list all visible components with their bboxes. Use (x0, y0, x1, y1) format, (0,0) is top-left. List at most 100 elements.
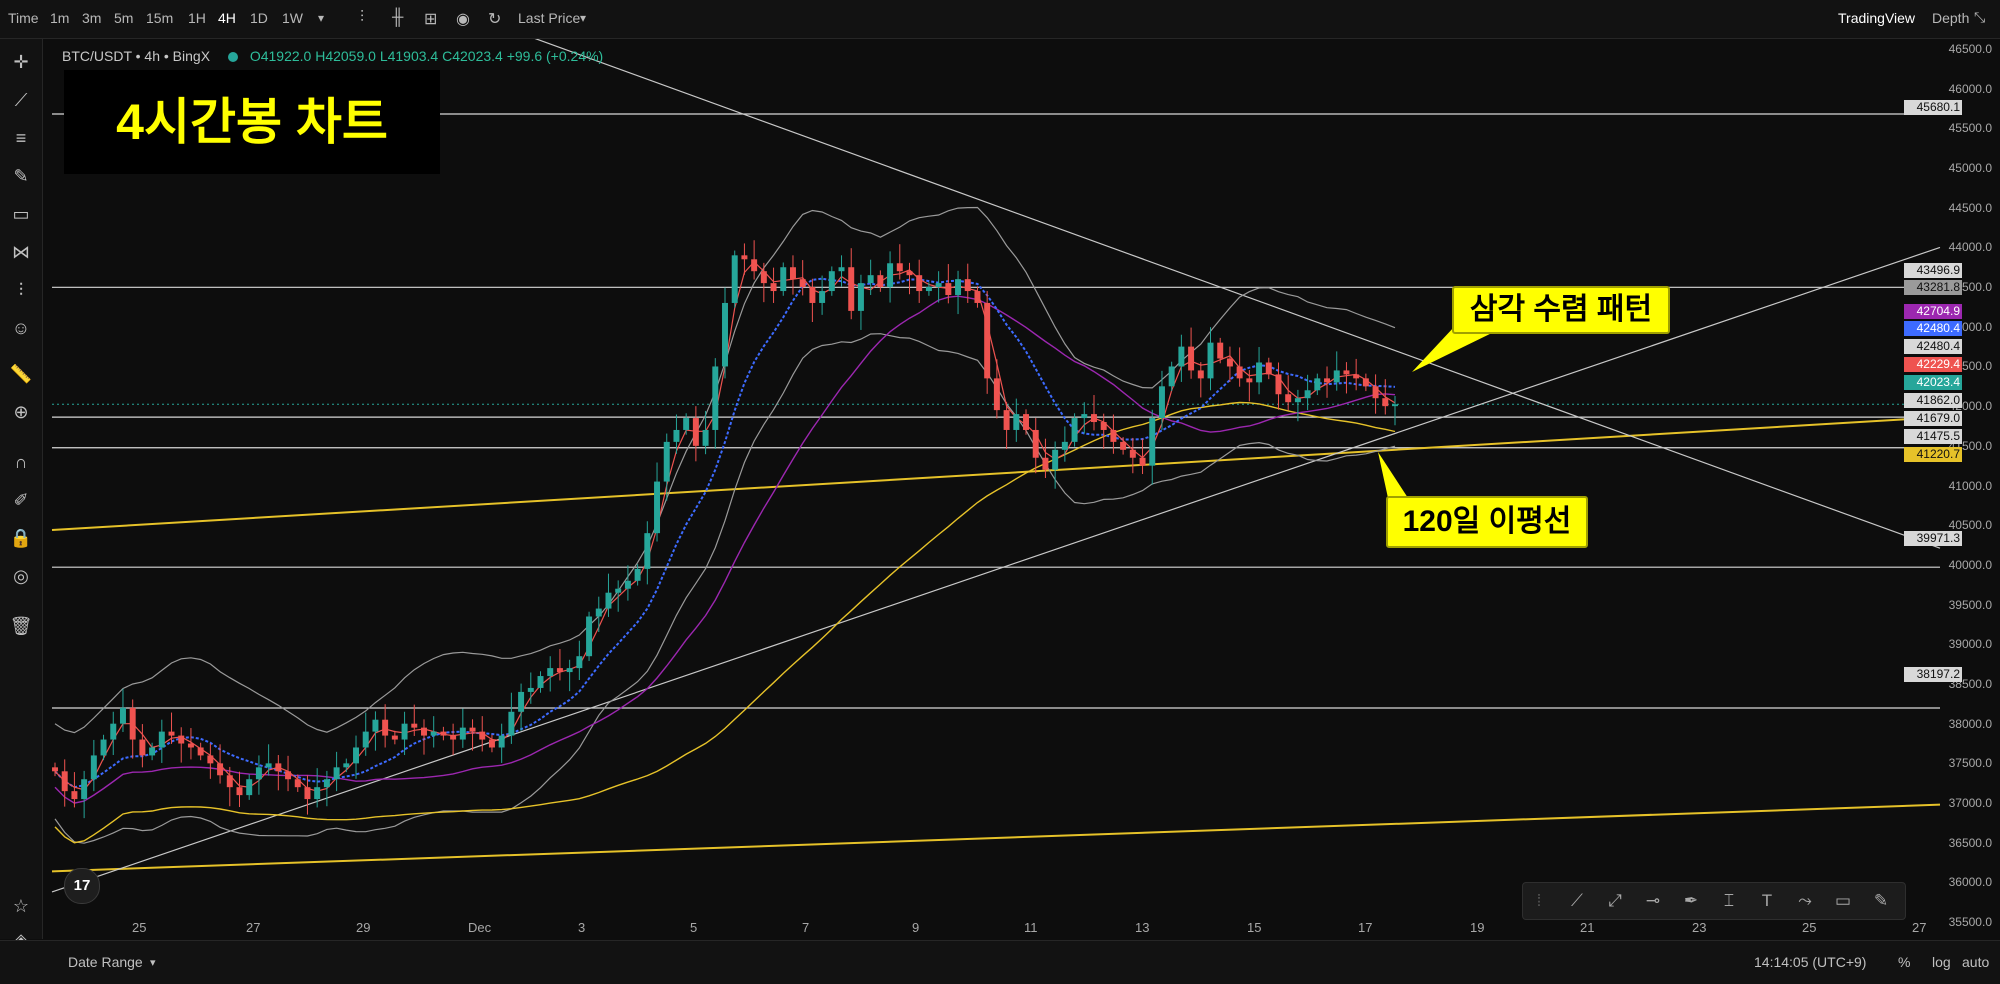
camera-icon[interactable]: ◉ (456, 11, 470, 28)
comment-icon[interactable]: ▭ (12, 204, 30, 224)
candle-body (634, 568, 641, 581)
candle-body (586, 616, 593, 657)
symbol-label[interactable]: BTC/USDT • 4h • BingX (62, 48, 211, 64)
forecast-icon[interactable]: ⫶ (18, 280, 24, 300)
ray-tool-icon[interactable]: ⤢ (1608, 891, 1622, 910)
price-tick: 35500.0 (1948, 915, 1992, 930)
candle-body (304, 787, 311, 800)
candle-body (168, 731, 175, 736)
price-tick: 37500.0 (1948, 756, 1992, 771)
refresh-icon[interactable]: ↻ (488, 11, 502, 28)
ruler-icon[interactable]: 📏 (9, 364, 33, 384)
lock-icon[interactable]: 🔒 (9, 528, 33, 548)
tf-1h[interactable]: 1H (188, 10, 206, 26)
price-label: 42480.4 (1904, 339, 1962, 354)
band-lower-line (54, 333, 1396, 844)
drag-handle-icon[interactable]: ⁞ (1536, 891, 1542, 910)
candle-body (1285, 394, 1292, 403)
bottom-toolbar: Date Range ▾ 14:14:05 (UTC+9) % log auto (0, 940, 2000, 984)
ma20-line (54, 277, 1396, 789)
measure-tool-icon[interactable]: ⌶ (1723, 891, 1735, 910)
candle-body (139, 739, 146, 756)
bar-style-icon[interactable]: ⫶ (360, 9, 365, 26)
candle-body (955, 279, 962, 296)
chart-title-annotation[interactable]: 4시간봉 차트 (64, 70, 440, 174)
brush-icon[interactable]: ✎ (13, 166, 29, 186)
candle-body (1324, 378, 1331, 383)
magnet-icon[interactable]: ∩ (14, 452, 28, 472)
candle-body (1003, 410, 1010, 430)
candle-body (566, 668, 573, 673)
candle-body (1353, 374, 1360, 379)
clock-readout[interactable]: 14:14:05 (UTC+9) (1754, 954, 1867, 970)
tf-1w[interactable]: 1W (282, 10, 303, 26)
crosshair-icon[interactable]: ✛ (13, 52, 29, 72)
indicators-icon[interactable]: ⊞ (424, 11, 438, 28)
candle-body (508, 711, 515, 736)
candle-body (576, 656, 583, 669)
star-icon[interactable]: ☆ (12, 896, 30, 916)
collapse-icon[interactable]: ⤡ (1974, 9, 1986, 25)
candle-body (236, 787, 243, 796)
chevron-down-icon[interactable]: ▾ (318, 11, 325, 25)
candle-body (61, 771, 68, 792)
candle-body (1294, 398, 1301, 403)
candle-body (828, 271, 835, 292)
price-label: 43281.8 (1904, 280, 1962, 295)
candle-body (1149, 418, 1156, 466)
trendline-icon[interactable]: ⟋ (14, 90, 28, 110)
candle-body (887, 263, 894, 288)
price-label: 42480.4 (1904, 321, 1962, 336)
candle-body (1265, 362, 1272, 375)
brand-label: TradingView (1838, 10, 1916, 26)
price-type-select[interactable]: Last Price (518, 10, 581, 26)
auto-toggle[interactable]: auto (1962, 954, 1990, 970)
time-tick: 9 (912, 920, 920, 935)
brush-tool-icon[interactable]: ✎ (1873, 891, 1889, 910)
date-range-button[interactable]: Date Range (68, 954, 143, 970)
tradingview-logo[interactable]: 17 (64, 868, 100, 904)
emoji-icon[interactable]: ☺ (11, 318, 31, 338)
tf-5m[interactable]: 5m (114, 10, 134, 26)
triangle-callout[interactable]: 삼각 수렴 패턴 (1452, 286, 1670, 334)
candle-body (1217, 342, 1224, 359)
chevron-down-icon[interactable]: ▾ (150, 957, 156, 969)
path-tool-icon[interactable]: ⤳ (1798, 891, 1812, 910)
note-tool-icon[interactable]: ▭ (1834, 891, 1852, 910)
fib-icon[interactable]: ≡ (15, 128, 27, 148)
support-trendline-lower (51, 803, 1941, 873)
tf-15m[interactable]: 15m (146, 10, 174, 26)
tf-time[interactable]: Time (8, 10, 39, 26)
tf-3m[interactable]: 3m (82, 10, 102, 26)
chevron-down-icon[interactable]: ▾ (580, 11, 587, 25)
candle-body (838, 267, 845, 272)
log-toggle[interactable]: log (1932, 954, 1951, 970)
trash-icon[interactable]: 🗑 (9, 616, 33, 636)
draw-lock-icon[interactable]: ✐ (13, 490, 29, 510)
eye-icon[interactable]: ◎ (13, 566, 29, 586)
zoom-in-icon[interactable]: ⊕ (13, 402, 29, 422)
tf-1m[interactable]: 1m (50, 10, 70, 26)
falling-trendline (519, 32, 1941, 549)
candle-body (343, 763, 350, 768)
top-toolbar: Time 1m 3m 5m 15m 1H 4H 1D 1W ▾ ⫶ ╫ ⊞ ◉ … (0, 0, 2000, 39)
ma120-callout[interactable]: 120일 이평선 (1386, 496, 1588, 548)
candle-body (935, 283, 942, 288)
pattern-icon[interactable]: ⋈ (12, 242, 30, 262)
candle-body (498, 735, 505, 748)
depth-tab[interactable]: Depth (1932, 10, 1970, 26)
text-tool-icon[interactable]: T (1761, 891, 1773, 910)
tf-1d[interactable]: 1D (250, 10, 268, 26)
line-tool-icon[interactable]: ⟋ (1571, 891, 1583, 910)
pen-tool-icon[interactable]: ✒ (1683, 891, 1699, 910)
tf-4h[interactable]: 4H (218, 10, 236, 26)
hline-tool-icon[interactable]: ⊸ (1645, 891, 1661, 910)
candle-body (1052, 449, 1059, 470)
price-label: 42023.4 (1904, 375, 1962, 390)
candles-icon[interactable]: ╫ (392, 9, 404, 26)
price-tick: 37000.0 (1948, 796, 1992, 811)
candle-body (187, 743, 194, 748)
percent-toggle[interactable]: % (1898, 954, 1911, 970)
candle-body (1081, 414, 1088, 419)
candle-body (440, 731, 447, 736)
